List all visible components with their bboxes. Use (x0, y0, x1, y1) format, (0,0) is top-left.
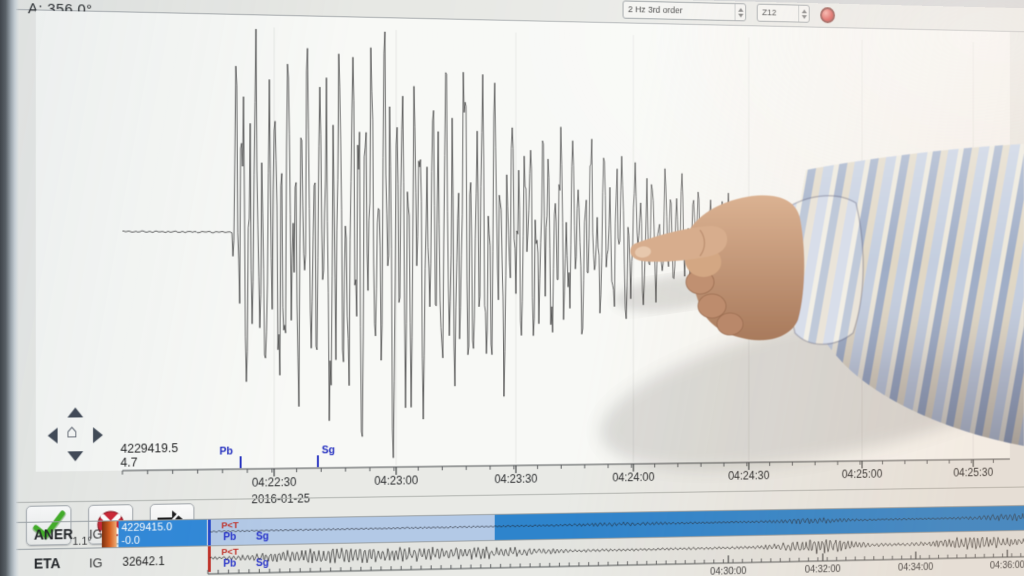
channel-select-value: Z12 (762, 7, 777, 19)
stepper-arrows-icon[interactable] (734, 4, 746, 21)
network-code: IG (89, 555, 103, 571)
time-tick-label: 04:22:30 (251, 475, 297, 490)
amplitude-scale-label: 4.7 (120, 455, 138, 470)
filter-select-value: 2 Hz 3rd order (628, 4, 683, 17)
time-tick-label: 04:23:00 (374, 473, 419, 488)
phase-pick-label[interactable]: Sg (255, 556, 269, 570)
app-window: 2 Hz 3rd order Z12 A: 356.0° 4229419.5 4… (16, 0, 1024, 576)
overview-tick-label: 04:30:00 (710, 565, 747, 576)
amplitude-colorbar (101, 521, 117, 548)
phase-pick-label[interactable]: Pb (223, 557, 237, 570)
time-tick-label: 04:25:00 (841, 467, 883, 481)
home-view-button[interactable]: ⌂ (66, 421, 78, 443)
time-tick-label: 04:24:00 (612, 470, 655, 485)
record-button[interactable] (820, 7, 836, 24)
time-tick-label: 04:24:30 (728, 468, 770, 483)
phase-pick-label[interactable]: Pb (223, 531, 237, 544)
time-tick-label: 04:25:30 (953, 465, 994, 480)
selected-info-cell: 4229415.0 -0.0 (118, 519, 207, 548)
divider (16, 486, 1024, 503)
main-plot-canvas[interactable] (35, 10, 1010, 472)
overview-tick-label: 04:32:00 (804, 563, 841, 576)
station-code: ANER (33, 526, 74, 543)
channel-select[interactable]: Z12 (756, 3, 810, 23)
phase-marker-label[interactable]: Pb (219, 445, 233, 458)
pan-up-button[interactable] (67, 407, 84, 418)
incidence-angle: 1.1° (72, 535, 92, 548)
theoretical-phase-label[interactable]: P<T (221, 546, 239, 558)
phase-pick-label[interactable]: Sg (255, 530, 269, 543)
time-tick-label: 04:23:30 (494, 471, 538, 486)
pan-controls: ⌂ (46, 403, 107, 467)
overview-tick-label: 04:36:00 (989, 559, 1024, 572)
trace-start-marker (207, 546, 211, 572)
pan-down-button[interactable] (67, 451, 84, 462)
filter-select[interactable]: 2 Hz 3rd order (622, 0, 747, 22)
overview-tick-label: 04:34:00 (898, 561, 934, 574)
trace-start-marker (207, 519, 211, 546)
pan-right-button[interactable] (93, 427, 103, 444)
amplitude-max-label: 4229419.5 (120, 441, 179, 456)
pan-left-button[interactable] (47, 427, 58, 444)
stepper-arrows-icon[interactable] (798, 5, 809, 22)
station-code: ETA (33, 555, 61, 572)
theoretical-phase-label[interactable]: P<T (221, 520, 239, 532)
phase-marker-label[interactable]: Sg (321, 444, 336, 457)
station-amplitude: 32642.1 (122, 554, 165, 569)
